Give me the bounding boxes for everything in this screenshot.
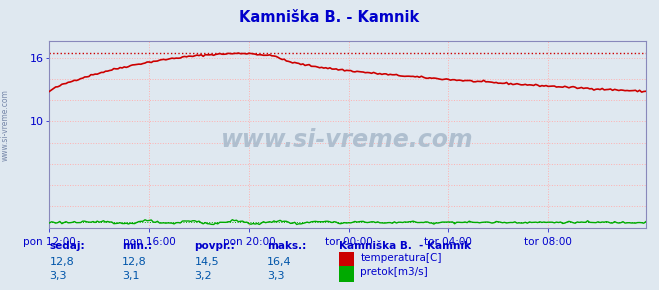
Text: povpr.:: povpr.: [194,241,235,251]
Text: 16,4: 16,4 [267,257,291,267]
Text: www.si-vreme.com: www.si-vreme.com [1,89,10,161]
Text: 3,2: 3,2 [194,271,212,281]
Text: min.:: min.: [122,241,152,251]
Text: sedaj:: sedaj: [49,241,85,251]
Text: 3,1: 3,1 [122,271,140,281]
Text: pretok[m3/s]: pretok[m3/s] [360,267,428,277]
Text: 12,8: 12,8 [49,257,74,267]
Text: 12,8: 12,8 [122,257,147,267]
Text: 14,5: 14,5 [194,257,219,267]
Text: 3,3: 3,3 [49,271,67,281]
Text: 3,3: 3,3 [267,271,285,281]
Text: maks.:: maks.: [267,241,306,251]
Text: temperatura[C]: temperatura[C] [360,253,442,263]
Text: Kamniška B. - Kamnik: Kamniška B. - Kamnik [239,10,420,25]
Text: Kamniška B.  - Kamnik: Kamniška B. - Kamnik [339,241,471,251]
Text: www.si-vreme.com: www.si-vreme.com [221,128,474,152]
